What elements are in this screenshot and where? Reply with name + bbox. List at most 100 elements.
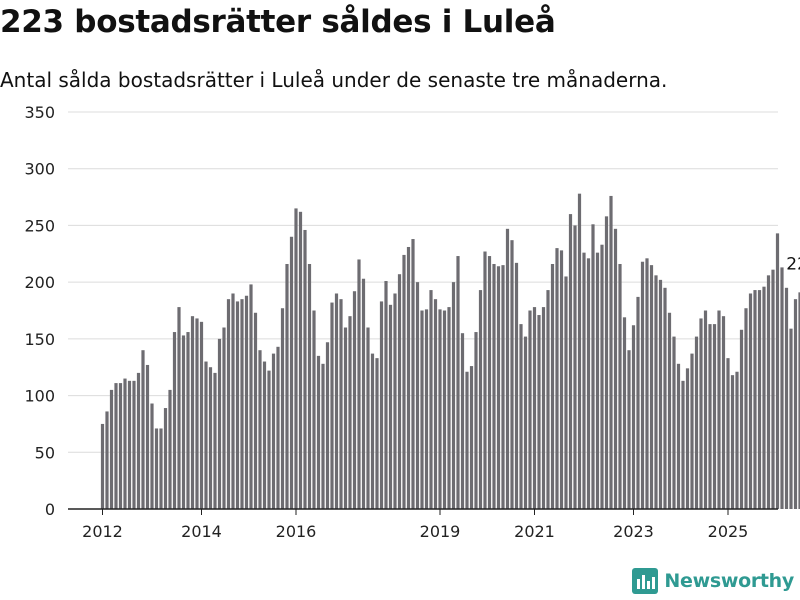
bar xyxy=(379,301,384,509)
bar xyxy=(447,307,451,509)
bar xyxy=(294,208,298,509)
bar xyxy=(240,299,244,509)
bar xyxy=(375,358,379,509)
bar xyxy=(798,292,800,509)
bar xyxy=(541,307,546,509)
bar xyxy=(168,389,172,509)
bar xyxy=(582,252,586,509)
x-tick-label: 2019 xyxy=(420,522,461,541)
bar xyxy=(726,358,730,509)
bar xyxy=(586,258,591,509)
bar xyxy=(388,304,393,509)
bar xyxy=(456,256,460,509)
bar xyxy=(622,317,627,509)
bar xyxy=(681,380,685,509)
bar xyxy=(474,332,478,509)
bar xyxy=(132,380,136,509)
bar xyxy=(793,299,798,509)
bar xyxy=(235,301,240,509)
bar xyxy=(289,236,294,509)
bar xyxy=(118,383,123,509)
chart-subtitle: Antal sålda bostadsrätter i Luleå under … xyxy=(0,68,668,92)
bar xyxy=(145,364,150,509)
y-tick-label: 250 xyxy=(24,216,55,235)
bar xyxy=(127,380,132,509)
bar xyxy=(631,325,636,509)
bar xyxy=(150,403,154,509)
bar xyxy=(217,338,222,509)
bar xyxy=(577,193,582,510)
bar xyxy=(123,378,127,509)
bar xyxy=(618,263,622,509)
bar xyxy=(267,370,271,509)
bar xyxy=(348,316,352,509)
bar xyxy=(190,316,195,509)
bar xyxy=(361,278,366,509)
bar xyxy=(604,216,609,509)
bar xyxy=(627,350,631,509)
bar xyxy=(352,291,357,509)
bar xyxy=(649,265,654,509)
x-tick-label: 2023 xyxy=(613,522,654,541)
bar xyxy=(141,350,145,509)
bar xyxy=(280,308,285,509)
bar xyxy=(483,251,487,509)
bar xyxy=(433,299,438,509)
bar xyxy=(159,428,163,509)
bar xyxy=(676,363,681,509)
bar xyxy=(654,275,658,509)
bar xyxy=(384,281,388,509)
x-tick-label: 2016 xyxy=(276,522,317,541)
bar xyxy=(573,225,577,509)
bar xyxy=(694,336,699,509)
bar xyxy=(775,233,780,509)
bar xyxy=(154,428,159,509)
bar xyxy=(393,293,397,509)
bar xyxy=(636,296,640,509)
bar xyxy=(195,318,199,509)
bar xyxy=(735,371,739,509)
bar xyxy=(510,240,514,510)
bar xyxy=(766,275,771,509)
bar xyxy=(451,282,456,509)
bar xyxy=(501,265,505,509)
bar xyxy=(555,248,559,510)
bar xyxy=(465,371,469,509)
bar xyxy=(550,263,555,509)
bar xyxy=(114,383,118,509)
bar xyxy=(780,267,784,509)
bar xyxy=(163,408,168,509)
bar xyxy=(690,353,694,509)
bar xyxy=(100,423,105,509)
bar xyxy=(537,315,541,509)
bar xyxy=(249,284,253,509)
bar xyxy=(492,263,496,509)
bar xyxy=(181,335,186,509)
bar xyxy=(591,224,595,510)
bar xyxy=(402,254,406,509)
bar xyxy=(559,250,564,509)
bar xyxy=(609,195,613,509)
bar xyxy=(321,363,325,509)
bar xyxy=(271,353,276,509)
bar xyxy=(546,290,550,509)
bar xyxy=(276,346,280,509)
bar xyxy=(496,266,501,509)
bar xyxy=(762,286,766,509)
bar xyxy=(568,214,573,509)
bar xyxy=(105,411,109,509)
bar xyxy=(253,312,258,509)
bar xyxy=(343,327,348,509)
bar xyxy=(478,290,483,509)
bar xyxy=(730,375,735,509)
bar xyxy=(429,290,433,509)
bar xyxy=(411,239,415,510)
bar xyxy=(703,310,708,509)
bar xyxy=(213,372,217,509)
y-tick-label: 150 xyxy=(24,330,55,349)
bar xyxy=(685,368,690,509)
bar xyxy=(186,332,190,509)
y-tick-label: 200 xyxy=(24,273,55,292)
bar xyxy=(658,279,663,509)
chart-title: 223 bostadsrätter såldes i Luleå xyxy=(0,4,556,40)
